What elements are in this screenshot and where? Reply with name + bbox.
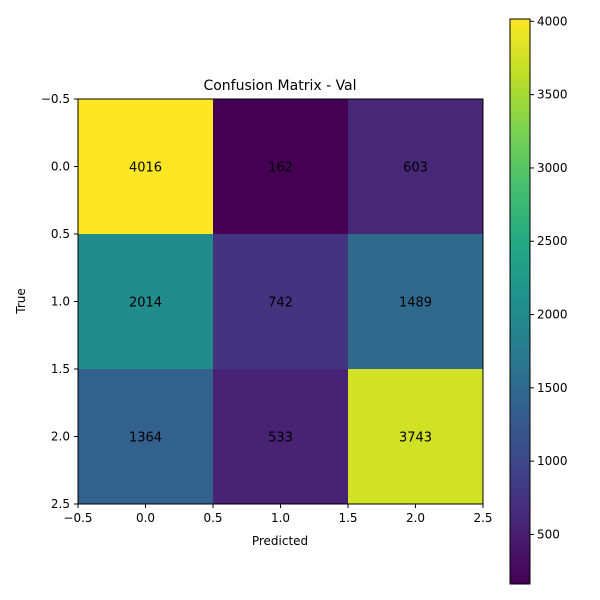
heatmap-cell-r1-c0 [78, 234, 214, 370]
cell-value-label: 1489 [399, 296, 432, 311]
heatmap-cell-r2-c1 [213, 369, 349, 505]
cell-value-label: 3743 [399, 431, 432, 446]
colorbar-tick-label: 500 [537, 527, 560, 541]
colorbar-tick-label: 2500 [537, 234, 568, 248]
y-tick-label: 1.5 [51, 362, 70, 376]
colorbar-tick-label: 3500 [537, 88, 568, 102]
heatmap-cells [78, 99, 484, 505]
x-axis-ticks: −0.5 0.0 0.5 1.0 1.5 2.0 2.5 [63, 504, 493, 525]
x-tick-label: 1.5 [338, 511, 357, 525]
y-tick-label: 2.0 [51, 430, 70, 444]
cell-value-label: 603 [403, 161, 428, 176]
colorbar-tick-label: 1000 [537, 454, 568, 468]
heatmap-cell-r2-c2 [348, 369, 484, 505]
heatmap-cell-r0-c2 [348, 99, 484, 235]
y-tick-label: 2.5 [51, 497, 70, 511]
colorbar-tick-label: 1500 [537, 381, 568, 395]
y-tick-label: 0.5 [51, 227, 70, 241]
heatmap-cell-r1-c1 [213, 234, 349, 370]
heatmap-cell-r1-c2 [348, 234, 484, 370]
colorbar-tick-label: 2000 [537, 308, 568, 322]
cell-value-label: 2014 [129, 296, 162, 311]
x-tick-label: 1.0 [271, 511, 290, 525]
x-tick-label: 2.0 [406, 511, 425, 525]
x-tick-label: 0.5 [203, 511, 222, 525]
heatmap-cell-r0-c1 [213, 99, 349, 235]
y-tick-label: 0.0 [51, 160, 70, 174]
x-tick-label: 2.5 [473, 511, 492, 525]
x-axis-label: Predicted [252, 534, 308, 548]
cell-value-label: 162 [268, 161, 293, 176]
x-tick-label: 0.0 [136, 511, 155, 525]
heatmap-cell-r0-c0 [78, 99, 214, 235]
colorbar-tick-label: 4000 [537, 14, 568, 28]
colorbar-ticks: 500 1000 1500 2000 2500 3000 3500 4000 [530, 14, 568, 541]
y-axis-label: True [14, 288, 28, 315]
y-tick-label: 1.0 [51, 295, 70, 309]
chart-title: Confusion Matrix - Val [203, 78, 356, 94]
y-tick-label: −0.5 [41, 92, 70, 106]
heatmap-cell-labels: 4016 162 603 2014 742 1489 1364 533 3743 [129, 161, 432, 446]
cell-value-label: 533 [268, 431, 293, 446]
x-tick-label: −0.5 [63, 511, 92, 525]
cell-value-label: 4016 [129, 161, 162, 176]
cell-value-label: 742 [268, 296, 293, 311]
cell-value-label: 1364 [129, 431, 162, 446]
colorbar-tick-label: 3000 [537, 161, 568, 175]
heatmap-cell-r2-c0 [78, 369, 214, 505]
y-axis-ticks: −0.5 0.0 0.5 1.0 1.5 2.0 2.5 [41, 92, 78, 511]
colorbar [509, 18, 531, 585]
